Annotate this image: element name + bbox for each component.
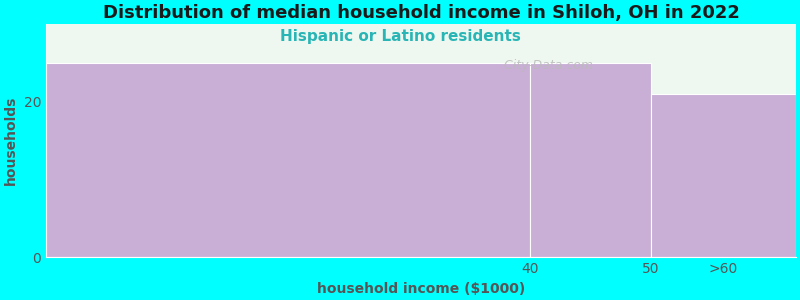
Text: Hispanic or Latino residents: Hispanic or Latino residents [279,28,521,44]
Bar [530,63,650,257]
Y-axis label: households: households [4,96,18,185]
Bar [650,94,796,257]
Title: Distribution of median household income in Shiloh, OH in 2022: Distribution of median household income … [102,4,739,22]
Bar [46,63,530,257]
Text: City-Data.com: City-Data.com [496,59,593,72]
X-axis label: household income ($1000): household income ($1000) [317,282,525,296]
